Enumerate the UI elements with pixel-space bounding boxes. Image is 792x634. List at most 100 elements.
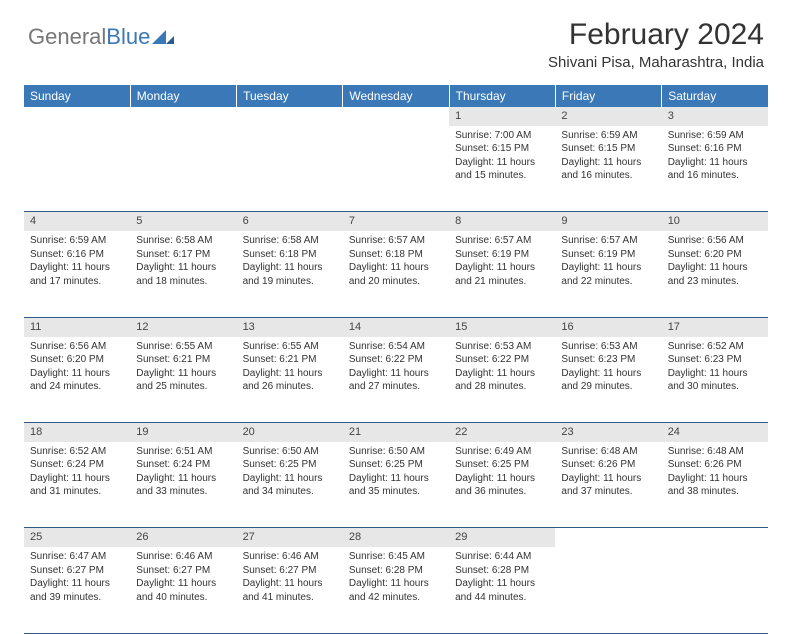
- page-header: GeneralBlue February 2024 Shivani Pisa, …: [0, 0, 792, 79]
- sunrise-line: Sunrise: 6:56 AM: [30, 340, 124, 354]
- sunrise-line: Sunrise: 6:50 AM: [243, 445, 337, 459]
- location-subtitle: Shivani Pisa, Maharashtra, India: [548, 54, 764, 71]
- daylight-line: Daylight: 11 hours and 30 minutes.: [668, 367, 762, 394]
- day-detail-cell: Sunrise: 6:47 AMSunset: 6:27 PMDaylight:…: [24, 547, 130, 633]
- day-detail-cell: Sunrise: 6:58 AMSunset: 6:17 PMDaylight:…: [130, 231, 236, 317]
- daylight-line: Daylight: 11 hours and 35 minutes.: [349, 472, 443, 499]
- day-number-cell: 6: [237, 212, 343, 231]
- day-number-cell: 5: [130, 212, 236, 231]
- sunset-line: Sunset: 6:21 PM: [243, 353, 337, 367]
- logo-text-blue: Blue: [106, 24, 150, 50]
- day-number-cell: 21: [343, 423, 449, 442]
- day-number-cell: 7: [343, 212, 449, 231]
- daylight-line: Daylight: 11 hours and 19 minutes.: [243, 261, 337, 288]
- sunrise-line: Sunrise: 6:59 AM: [668, 129, 762, 143]
- sunset-line: Sunset: 6:27 PM: [136, 564, 230, 578]
- sunrise-line: Sunrise: 6:49 AM: [455, 445, 549, 459]
- sunrise-line: Sunrise: 6:48 AM: [561, 445, 655, 459]
- weekday-header-row: Sunday Monday Tuesday Wednesday Thursday…: [24, 85, 768, 107]
- sunrise-line: Sunrise: 6:55 AM: [243, 340, 337, 354]
- day-detail-cell: Sunrise: 6:57 AMSunset: 6:18 PMDaylight:…: [343, 231, 449, 317]
- day-detail-cell: Sunrise: 6:57 AMSunset: 6:19 PMDaylight:…: [449, 231, 555, 317]
- daylight-line: Daylight: 11 hours and 28 minutes.: [455, 367, 549, 394]
- daylight-line: Daylight: 11 hours and 26 minutes.: [243, 367, 337, 394]
- daylight-line: Daylight: 11 hours and 22 minutes.: [561, 261, 655, 288]
- day-detail-cell: [24, 126, 130, 212]
- day-number-cell: 3: [662, 107, 768, 126]
- day-detail-cell: Sunrise: 6:56 AMSunset: 6:20 PMDaylight:…: [662, 231, 768, 317]
- sunset-line: Sunset: 6:26 PM: [561, 458, 655, 472]
- day-detail-cell: Sunrise: 6:49 AMSunset: 6:25 PMDaylight:…: [449, 442, 555, 528]
- sunrise-line: Sunrise: 6:52 AM: [30, 445, 124, 459]
- day-number-cell: 13: [237, 317, 343, 336]
- daylight-line: Daylight: 11 hours and 44 minutes.: [455, 577, 549, 604]
- daylight-line: Daylight: 11 hours and 29 minutes.: [561, 367, 655, 394]
- sunrise-line: Sunrise: 6:59 AM: [30, 234, 124, 248]
- sunset-line: Sunset: 6:25 PM: [243, 458, 337, 472]
- sunset-line: Sunset: 6:24 PM: [30, 458, 124, 472]
- daynum-row: 18192021222324: [24, 423, 768, 442]
- daynum-row: 123: [24, 107, 768, 126]
- sunset-line: Sunset: 6:20 PM: [668, 248, 762, 262]
- daylight-line: Daylight: 11 hours and 16 minutes.: [668, 156, 762, 183]
- daynum-row: 45678910: [24, 212, 768, 231]
- day-detail-cell: Sunrise: 6:53 AMSunset: 6:23 PMDaylight:…: [555, 337, 661, 423]
- day-number-cell: 22: [449, 423, 555, 442]
- day-detail-cell: Sunrise: 6:46 AMSunset: 6:27 PMDaylight:…: [237, 547, 343, 633]
- day-number-cell: 12: [130, 317, 236, 336]
- sunrise-line: Sunrise: 6:58 AM: [136, 234, 230, 248]
- sunrise-line: Sunrise: 6:56 AM: [668, 234, 762, 248]
- daylight-line: Daylight: 11 hours and 31 minutes.: [30, 472, 124, 499]
- day-detail-cell: Sunrise: 6:46 AMSunset: 6:27 PMDaylight:…: [130, 547, 236, 633]
- day-detail-cell: Sunrise: 6:50 AMSunset: 6:25 PMDaylight:…: [343, 442, 449, 528]
- detail-row: Sunrise: 6:56 AMSunset: 6:20 PMDaylight:…: [24, 337, 768, 423]
- weekday-header: Sunday: [24, 85, 130, 107]
- sunset-line: Sunset: 6:17 PM: [136, 248, 230, 262]
- sunset-line: Sunset: 6:24 PM: [136, 458, 230, 472]
- day-number-cell: 25: [24, 528, 130, 547]
- daylight-line: Daylight: 11 hours and 24 minutes.: [30, 367, 124, 394]
- day-detail-cell: [555, 547, 661, 633]
- day-detail-cell: Sunrise: 6:57 AMSunset: 6:19 PMDaylight:…: [555, 231, 661, 317]
- day-number-cell: 29: [449, 528, 555, 547]
- day-detail-cell: [130, 126, 236, 212]
- sunset-line: Sunset: 6:16 PM: [30, 248, 124, 262]
- sunset-line: Sunset: 6:19 PM: [455, 248, 549, 262]
- weekday-header: Thursday: [449, 85, 555, 107]
- day-detail-cell: Sunrise: 6:52 AMSunset: 6:23 PMDaylight:…: [662, 337, 768, 423]
- sunset-line: Sunset: 6:22 PM: [349, 353, 443, 367]
- day-number-cell: [130, 107, 236, 126]
- day-number-cell: 19: [130, 423, 236, 442]
- sunrise-line: Sunrise: 6:55 AM: [136, 340, 230, 354]
- day-number-cell: 9: [555, 212, 661, 231]
- sunset-line: Sunset: 6:20 PM: [30, 353, 124, 367]
- day-number-cell: 4: [24, 212, 130, 231]
- sunset-line: Sunset: 6:28 PM: [455, 564, 549, 578]
- day-number-cell: 23: [555, 423, 661, 442]
- day-detail-cell: Sunrise: 6:55 AMSunset: 6:21 PMDaylight:…: [237, 337, 343, 423]
- sunrise-line: Sunrise: 6:46 AM: [243, 550, 337, 564]
- sunrise-line: Sunrise: 7:00 AM: [455, 129, 549, 143]
- day-number-cell: [343, 107, 449, 126]
- daylight-line: Daylight: 11 hours and 20 minutes.: [349, 261, 443, 288]
- day-detail-cell: Sunrise: 6:59 AMSunset: 6:16 PMDaylight:…: [662, 126, 768, 212]
- day-number-cell: 14: [343, 317, 449, 336]
- daylight-line: Daylight: 11 hours and 39 minutes.: [30, 577, 124, 604]
- weekday-header: Friday: [555, 85, 661, 107]
- day-detail-cell: Sunrise: 6:50 AMSunset: 6:25 PMDaylight:…: [237, 442, 343, 528]
- daylight-line: Daylight: 11 hours and 40 minutes.: [136, 577, 230, 604]
- weekday-header: Tuesday: [237, 85, 343, 107]
- daylight-line: Daylight: 11 hours and 25 minutes.: [136, 367, 230, 394]
- day-detail-cell: [343, 126, 449, 212]
- sunset-line: Sunset: 6:26 PM: [668, 458, 762, 472]
- day-number-cell: 27: [237, 528, 343, 547]
- day-number-cell: 20: [237, 423, 343, 442]
- sunrise-line: Sunrise: 6:46 AM: [136, 550, 230, 564]
- detail-row: Sunrise: 6:59 AMSunset: 6:16 PM Daylight:…: [24, 231, 768, 317]
- day-number-cell: 18: [24, 423, 130, 442]
- day-detail-cell: Sunrise: 6:54 AMSunset: 6:22 PMDaylight:…: [343, 337, 449, 423]
- day-detail-cell: Sunrise: 6:48 AMSunset: 6:26 PMDaylight:…: [555, 442, 661, 528]
- daylight-line: Daylight: 11 hours and 18 minutes.: [136, 261, 230, 288]
- calendar-table: Sunday Monday Tuesday Wednesday Thursday…: [24, 85, 768, 634]
- month-title: February 2024: [548, 18, 764, 52]
